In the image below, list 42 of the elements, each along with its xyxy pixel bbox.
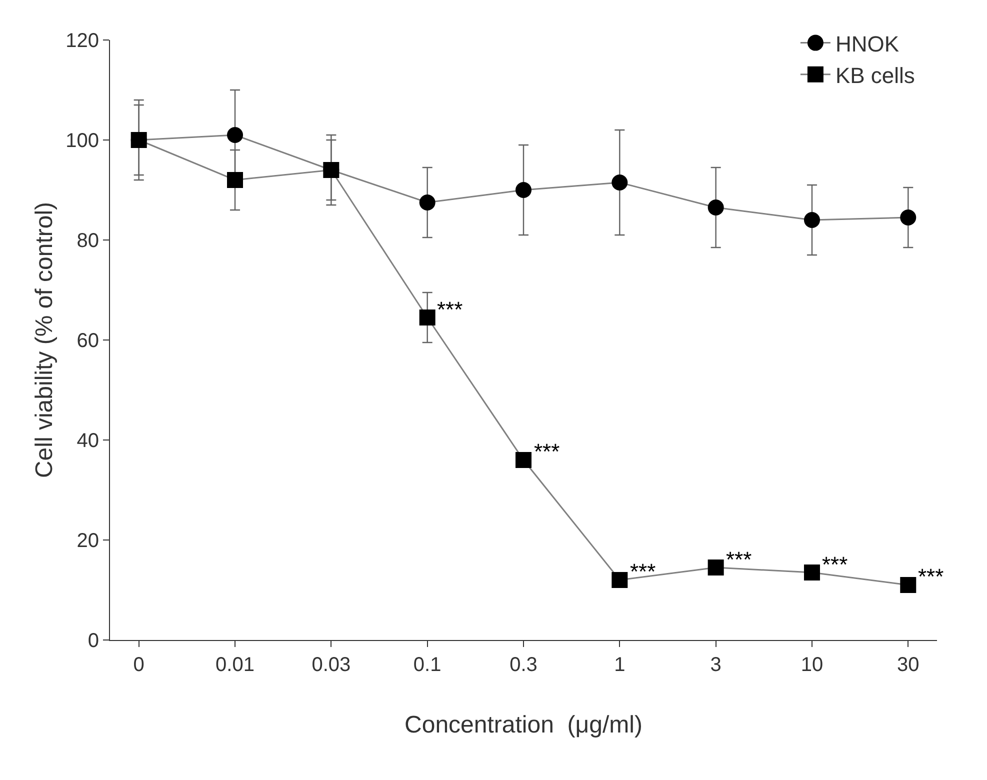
y-tick-label: 60 (76, 330, 99, 352)
x-axis-title: Concentration (μg/ml) (404, 711, 642, 738)
point (227, 172, 244, 188)
x-tick-label: 0.1 (413, 654, 442, 676)
annotation: *** (630, 559, 656, 584)
point (516, 452, 532, 468)
legend-label: KB cells (835, 62, 915, 88)
point (900, 577, 916, 593)
y-axis-title: Cell viability (% of control) (31, 202, 58, 478)
point (804, 564, 820, 580)
point (323, 162, 340, 178)
annotation: *** (726, 547, 752, 572)
annotation: *** (918, 564, 944, 589)
annotation: *** (822, 552, 848, 577)
point (227, 127, 244, 143)
y-tick-label: 100 (66, 130, 99, 152)
x-tick-label: 0.3 (510, 654, 538, 676)
point (708, 560, 724, 576)
point (419, 310, 436, 326)
x-tick-label: 1 (614, 654, 626, 676)
y-tick-label: 20 (76, 530, 99, 552)
x-tick-label: 0.01 (216, 654, 254, 676)
point (612, 572, 628, 588)
point (900, 210, 916, 226)
point (419, 194, 436, 210)
y-tick-label: 120 (66, 30, 99, 52)
annotation: *** (534, 439, 560, 464)
point (708, 200, 724, 216)
x-tick-label: 3 (710, 654, 722, 676)
y-tick-label: 40 (76, 430, 99, 452)
x-tick-label: 30 (897, 654, 920, 676)
y-tick-label: 80 (76, 230, 99, 252)
annotation: *** (437, 297, 464, 322)
y-tick-label: 0 (88, 630, 99, 652)
x-tick-label: 10 (800, 654, 824, 676)
point (804, 212, 820, 228)
point (612, 174, 628, 190)
x-tick-label: 0 (133, 654, 144, 676)
point (130, 132, 147, 148)
legend-label: HNOK (835, 31, 900, 56)
point (516, 182, 532, 198)
x-tick-label: 0.03 (312, 654, 351, 676)
